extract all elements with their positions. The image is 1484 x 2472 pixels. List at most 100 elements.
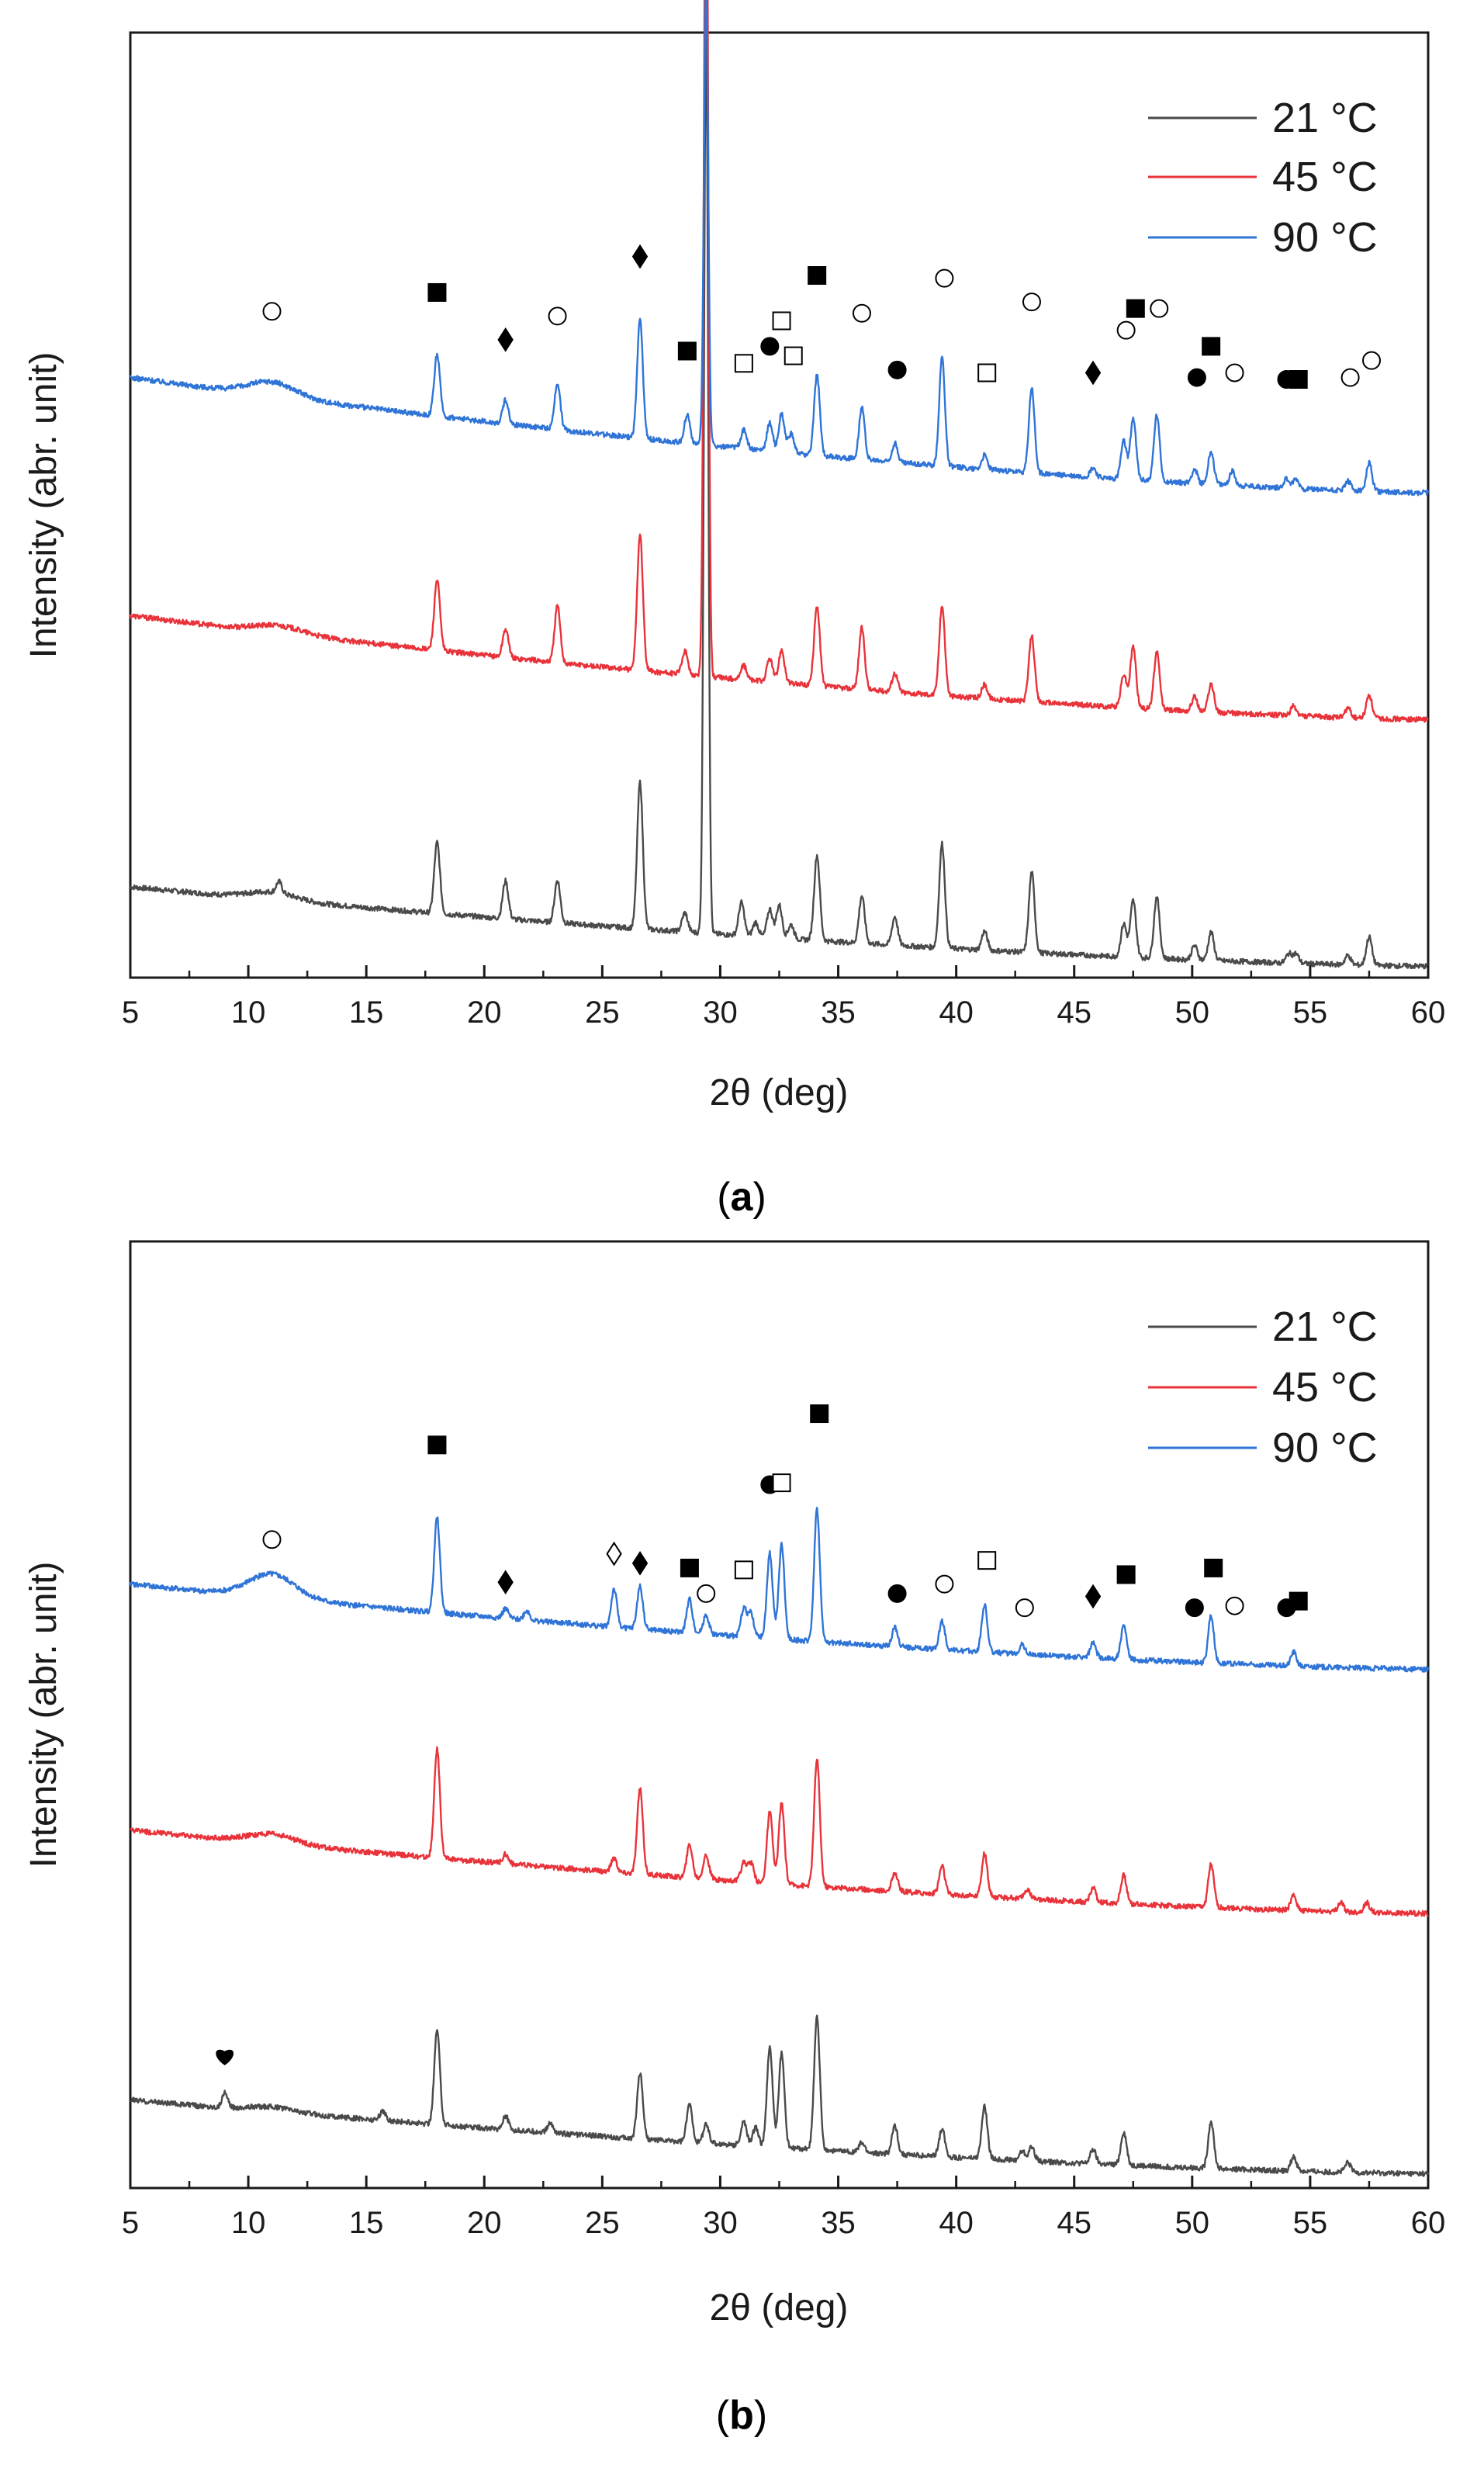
phase-marker-diamond-filled [1084,360,1102,386]
phase-marker-circle-filled [1185,1598,1204,1618]
x-tick-label: 15 [349,995,384,1030]
phase-marker-circle-filled [887,1584,907,1603]
x-tick-label: 60 [1411,2206,1446,2240]
phase-marker-diamond-open [606,1541,622,1567]
y-axis-label-b: Intensity (abr. unit) [23,1562,64,1868]
phase-marker-square-filled [1116,1565,1136,1584]
phase-marker-diamond-filled [497,327,514,352]
x-tick-label: 25 [585,995,620,1030]
phase-marker-circle-open [1340,368,1360,387]
x-tick-label: 20 [467,995,502,1030]
legend-b: 21 °C 45 °C 90 °C [1148,1304,1378,1471]
trace-21C [129,2014,1430,2177]
phase-marker-square-filled [680,1558,699,1577]
phase-marker-heart-filled [216,2049,234,2065]
trace-21C [130,23,1430,970]
phase-marker-square-open [772,1473,791,1493]
legend-label-21: 21 °C [1272,1304,1378,1350]
phase-marker-circle-open [1022,293,1041,312]
phase-marker-circle-open [852,303,871,323]
plot-frame-a [129,31,1430,979]
legend-label-45: 45 °C [1272,1364,1378,1411]
x-axis-ticks-b: 5 10 15 20 25 30 35 40 45 50 55 60 [122,2176,1445,2240]
caption-b: (b) [716,2393,767,2438]
phase-marker-diamond-filled [631,1550,649,1576]
phase-marker-circle-open [1150,299,1169,318]
phase-marker-circle-open [1361,351,1381,370]
panel-a: 5 10 15 20 25 30 35 40 45 50 55 60 Intensity (abr. … [23,0,1445,1220]
x-axis-label-b: 2θ (deg) [710,2287,849,2328]
phase-marker-square-filled [677,341,697,361]
phase-marker-square-filled [1126,299,1145,318]
phase-marker-circle-open [1116,320,1136,340]
phase-marker-circle-open [262,302,282,321]
phase-marker-circle-filled [887,360,907,379]
panel-b: 5 10 15 20 25 30 35 40 45 50 55 60 Intensity (abr. … [23,1240,1445,2438]
phase-marker-square-open [772,311,791,331]
trace-90C [129,0,1430,497]
phase-marker-circle-filled [760,337,780,356]
caption-a: (a) [717,1175,766,1220]
x-tick-label: 15 [349,2206,384,2240]
trace-90C [129,1506,1430,1673]
phase-marker-square-open [734,354,753,373]
phase-marker-square-filled [808,266,827,286]
x-tick-label: 35 [821,2206,856,2240]
phase-marker-circle-open [262,1530,282,1549]
legend-label-90: 90 °C [1272,214,1378,261]
phase-marker-square-filled [1202,337,1221,356]
phase-marker-square-filled [810,1404,829,1424]
x-tick-label: 10 [231,2206,266,2240]
x-tick-label: 35 [821,995,856,1030]
legend-label-90: 90 °C [1272,1425,1378,1471]
x-tick-label: 45 [1057,995,1091,1030]
legend-label-21: 21 °C [1272,95,1378,141]
phase-marker-square-open [977,363,997,383]
x-tick-label: 5 [122,2206,139,2240]
x-tick-label: 5 [122,995,139,1030]
phase-marker-diamond-filled [1084,1584,1102,1609]
x-tick-label: 30 [703,2206,738,2240]
phase-marker-circle-open [935,268,954,288]
x-tick-label: 50 [1175,995,1210,1030]
trace-45C [129,0,1429,723]
legend-label-45: 45 °C [1272,154,1378,200]
x-tick-label: 45 [1057,2206,1091,2240]
phase-marker-square-open [734,1560,753,1580]
phase-marker-square-filled [427,282,447,302]
phase-marker-circle-open [548,306,567,326]
phase-marker-square-filled [1289,370,1308,389]
x-axis-label-a: 2θ (deg) [710,1072,849,1113]
phase-marker-circle-open [935,1574,954,1594]
x-tick-label: 20 [467,2206,502,2240]
x-tick-label: 60 [1411,995,1446,1030]
x-tick-label: 55 [1293,995,1328,1030]
phase-marker-circle-open [1225,1596,1244,1615]
plot-frame-b [129,1240,1430,2190]
phase-marker-square-filled [1289,1591,1308,1611]
plot-area-b [129,1404,1430,2177]
x-tick-label: 40 [939,995,974,1030]
phase-marker-diamond-filled [631,244,649,269]
x-tick-label: 55 [1293,2206,1328,2240]
phase-marker-square-filled [1204,1558,1223,1577]
legend-a: 21 °C 45 °C 90 °C [1148,95,1378,261]
plot-area-a [129,0,1430,970]
x-tick-label: 40 [939,2206,974,2240]
phase-marker-circle-open [697,1584,716,1603]
phase-marker-circle-open [1225,363,1244,383]
x-tick-label: 50 [1175,2206,1210,2240]
phase-marker-circle-filled [1187,368,1206,387]
phase-marker-square-filled [427,1435,447,1455]
phase-marker-square-open [784,346,803,365]
phase-marker-square-open [977,1551,997,1570]
x-axis-ticks-a: 5 10 15 20 25 30 35 40 45 50 55 60 [122,965,1445,1030]
y-axis-label-a: Intensity (abr. unit) [23,352,64,659]
phase-marker-circle-open [1015,1598,1034,1618]
x-tick-label: 30 [703,995,738,1030]
x-tick-label: 25 [585,2206,620,2240]
x-tick-label: 10 [231,995,266,1030]
phase-marker-diamond-filled [497,1570,514,1595]
trace-45C [130,1746,1429,1917]
